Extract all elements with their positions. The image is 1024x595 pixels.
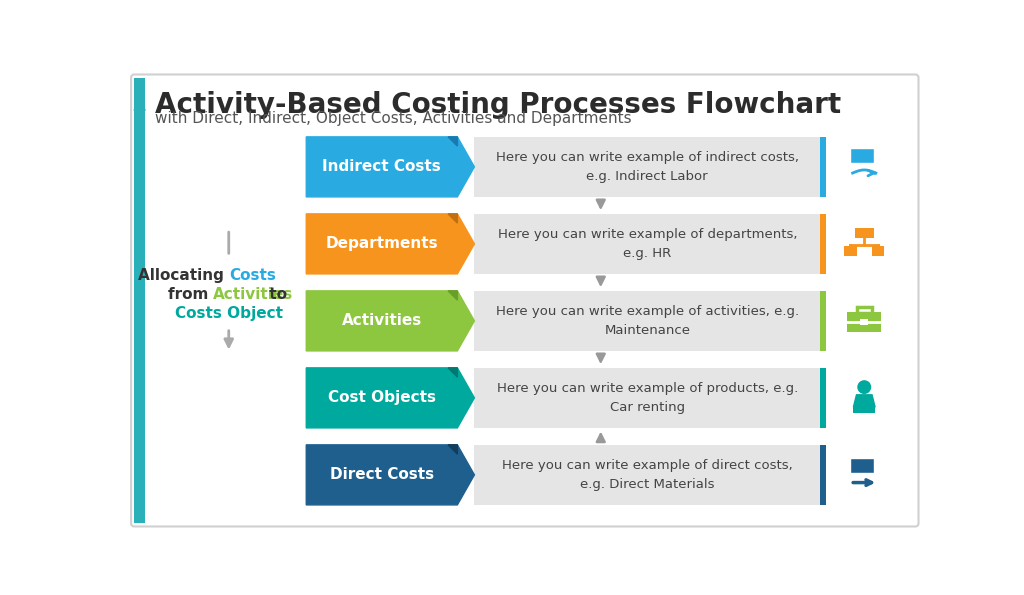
Polygon shape: [853, 395, 876, 407]
Text: Here you can write example of activities, e.g.
Maintenance: Here you can write example of activities…: [496, 305, 799, 337]
Bar: [844, 246, 856, 256]
Text: from: from: [168, 287, 213, 302]
Polygon shape: [306, 214, 474, 274]
Polygon shape: [449, 214, 458, 223]
Bar: [474, 137, 820, 197]
Text: Cost Objects: Cost Objects: [328, 390, 436, 405]
Text: Costs Object: Costs Object: [175, 306, 283, 321]
Bar: [134, 77, 145, 524]
Polygon shape: [449, 291, 458, 300]
Bar: [820, 137, 825, 197]
Polygon shape: [306, 445, 474, 505]
Bar: [847, 312, 882, 331]
Text: Here you can write example of products, e.g.
Car renting: Here you can write example of products, …: [497, 382, 798, 414]
Bar: [820, 368, 825, 428]
Bar: [474, 368, 820, 428]
Bar: [820, 214, 825, 274]
Polygon shape: [449, 445, 458, 454]
Bar: [820, 445, 825, 505]
Circle shape: [857, 380, 871, 394]
Bar: [856, 307, 872, 313]
Text: Allocating: Allocating: [137, 268, 228, 283]
Text: to: to: [263, 287, 287, 302]
Polygon shape: [449, 137, 458, 146]
Bar: [820, 291, 825, 351]
Text: Activities: Activities: [342, 314, 422, 328]
Bar: [474, 291, 820, 351]
Text: Here you can write example of indirect costs,
e.g. Indirect Labor: Here you can write example of indirect c…: [496, 151, 799, 183]
Bar: [474, 445, 820, 505]
Text: Direct Costs: Direct Costs: [330, 468, 434, 483]
Text: Here you can write example of departments,
e.g. HR: Here you can write example of department…: [498, 228, 797, 260]
Bar: [855, 228, 873, 238]
Bar: [872, 246, 885, 256]
Text: Here you can write example of direct costs,
e.g. Direct Materials: Here you can write example of direct cos…: [502, 459, 793, 491]
Text: with Direct, Indirect, Object Costs, Activities and Departments: with Direct, Indirect, Object Costs, Act…: [155, 111, 632, 127]
Bar: [474, 214, 820, 274]
Bar: [850, 148, 873, 163]
Polygon shape: [306, 291, 474, 351]
Bar: [850, 458, 873, 474]
Text: Activities: Activities: [213, 287, 294, 302]
Polygon shape: [306, 137, 474, 197]
Text: Activity-Based Costing Processes Flowchart: Activity-Based Costing Processes Flowcha…: [155, 90, 842, 118]
Text: Costs: Costs: [228, 268, 275, 283]
Polygon shape: [306, 368, 474, 428]
Polygon shape: [449, 368, 458, 377]
Text: Departments: Departments: [326, 236, 438, 251]
Bar: [860, 320, 868, 325]
Bar: [853, 406, 876, 414]
Polygon shape: [134, 104, 145, 116]
FancyBboxPatch shape: [131, 74, 919, 527]
Text: Indirect Costs: Indirect Costs: [323, 159, 441, 174]
